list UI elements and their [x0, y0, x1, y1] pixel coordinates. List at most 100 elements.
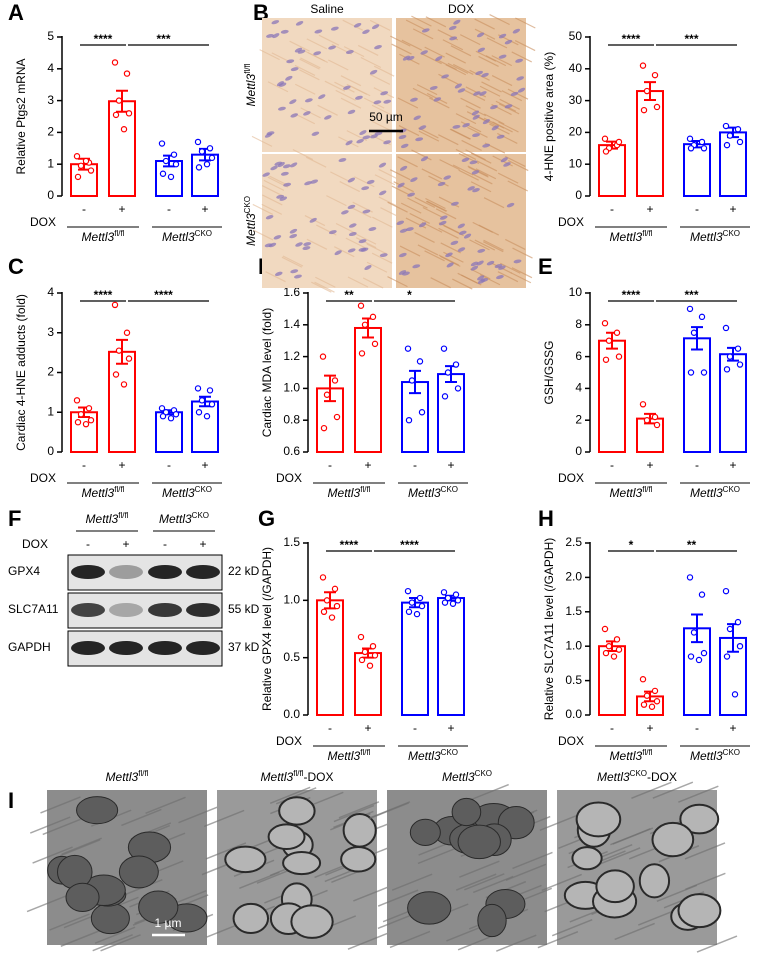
- fiber: [366, 243, 388, 255]
- nucleus: [289, 99, 297, 105]
- fiber: [455, 113, 477, 125]
- data-point: [331, 585, 339, 593]
- nucleus: [498, 33, 507, 39]
- nucleus: [477, 275, 485, 281]
- data-point: [369, 313, 377, 321]
- fiber: [411, 15, 432, 27]
- nucleus: [400, 143, 409, 149]
- x-row-label: DOX: [30, 215, 56, 229]
- blot-band: [186, 603, 220, 617]
- data-point: [723, 366, 731, 373]
- nucleus: [289, 228, 298, 234]
- data-point: [615, 138, 623, 146]
- nucleus: [324, 115, 332, 120]
- x-tick-label: -: [82, 202, 86, 216]
- fiber: [292, 149, 314, 161]
- data-point: [158, 140, 166, 147]
- y-tick-label: 20: [569, 125, 583, 139]
- mitochondrion: [278, 796, 316, 826]
- nucleus: [289, 234, 298, 239]
- nucleus: [283, 182, 292, 187]
- data-point: [333, 602, 341, 610]
- nucleus: [347, 248, 356, 253]
- group-label: Mettl3CKO: [162, 485, 212, 501]
- nucleus: [309, 217, 317, 223]
- fiber: [390, 35, 411, 47]
- nucleus: [443, 175, 452, 180]
- significance-label: ****: [154, 288, 173, 302]
- nucleus: [407, 192, 415, 197]
- gene-name: Mettl3: [162, 486, 195, 500]
- nucleus: [472, 133, 480, 138]
- data-point: [700, 145, 708, 152]
- data-point: [331, 377, 339, 384]
- nucleus: [506, 202, 515, 208]
- nucleus: [370, 134, 378, 139]
- gene-name: Mettl3: [408, 749, 441, 763]
- fiber: [373, 65, 395, 77]
- nucleus: [304, 98, 313, 103]
- data-point: [736, 361, 744, 368]
- fiber: [289, 40, 310, 52]
- suffix: -DOX: [303, 770, 333, 784]
- x-tick-label: -: [695, 458, 699, 472]
- bar: [437, 373, 465, 453]
- fiber: [412, 87, 434, 99]
- fiber: [355, 233, 377, 245]
- myofibril: [29, 816, 71, 834]
- data-point: [653, 421, 661, 429]
- data-point: [653, 698, 661, 705]
- data-point: [405, 417, 413, 424]
- y-tick-label: 10: [569, 156, 583, 170]
- nucleus: [355, 95, 363, 100]
- data-point: [87, 167, 95, 174]
- x-tick-label: -: [413, 721, 417, 735]
- data-point: [454, 385, 462, 392]
- protein-label: GAPDH: [8, 640, 51, 654]
- data-point: [112, 371, 120, 378]
- myofibril: [678, 785, 719, 803]
- genotype: fl/fl: [360, 748, 370, 757]
- significance-label: *: [629, 538, 634, 552]
- fiber: [300, 107, 321, 119]
- fiber: [498, 121, 519, 133]
- significance-label: ****: [400, 538, 419, 552]
- fiber: [407, 197, 428, 209]
- data-point: [452, 361, 460, 368]
- fiber: [489, 123, 510, 135]
- fiber: [507, 180, 529, 192]
- significance-label: **: [344, 288, 354, 302]
- nucleus: [496, 134, 505, 139]
- fiber: [469, 239, 490, 251]
- data-point: [454, 597, 462, 604]
- mitochondrion: [224, 845, 267, 874]
- mitochondrion: [457, 824, 501, 860]
- nucleus: [383, 140, 392, 145]
- fiber: [378, 196, 400, 208]
- error-bar: [691, 326, 703, 351]
- x-tick-label: -: [695, 202, 699, 216]
- data-point: [123, 70, 131, 77]
- nucleus: [280, 29, 289, 34]
- y-tick-label: 0: [47, 444, 54, 458]
- nucleus: [517, 87, 526, 93]
- gene-name: Mettl3: [159, 512, 192, 526]
- data-point: [736, 643, 744, 650]
- blot-band: [186, 641, 220, 655]
- fiber: [486, 37, 508, 49]
- myofibril: [496, 934, 537, 952]
- fiber: [282, 255, 304, 267]
- nucleus: [406, 55, 415, 61]
- myofibril: [49, 913, 90, 931]
- data-point: [158, 405, 166, 412]
- y-tick-label: 2.0: [565, 570, 582, 584]
- nucleus: [278, 106, 286, 111]
- lane-label: +: [199, 537, 206, 551]
- myofibril: [541, 873, 582, 892]
- fiber: [450, 45, 472, 57]
- data-point: [605, 337, 613, 344]
- nucleus: [399, 228, 408, 233]
- fiber: [315, 276, 336, 288]
- x-row-label: DOX: [558, 215, 584, 229]
